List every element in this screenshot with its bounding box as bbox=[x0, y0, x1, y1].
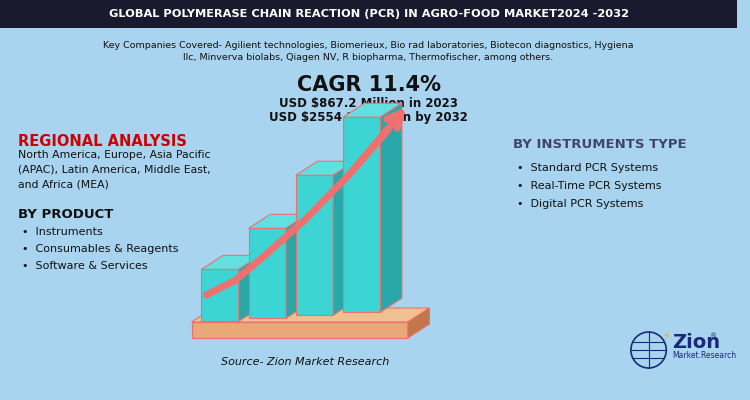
Polygon shape bbox=[248, 214, 308, 228]
Polygon shape bbox=[238, 255, 260, 321]
Polygon shape bbox=[202, 269, 238, 321]
Text: BY INSTRUMENTS TYPE: BY INSTRUMENTS TYPE bbox=[513, 138, 686, 152]
Polygon shape bbox=[248, 228, 286, 318]
Text: Source- Zion Market Research: Source- Zion Market Research bbox=[220, 357, 388, 367]
Polygon shape bbox=[343, 117, 380, 312]
Polygon shape bbox=[296, 161, 355, 175]
Text: •  Software & Services: • Software & Services bbox=[22, 261, 147, 271]
Text: North America, Europe, Asia Pacific
(APAC), Latin America, Middle East,
and Afri: North America, Europe, Asia Pacific (APA… bbox=[18, 150, 210, 190]
Text: •  Standard PCR Systems: • Standard PCR Systems bbox=[517, 163, 658, 173]
Polygon shape bbox=[408, 308, 430, 338]
Text: GLOBAL POLYMERASE CHAIN REACTION (PCR) IN AGRO-FOOD MARKET2024 -2032: GLOBAL POLYMERASE CHAIN REACTION (PCR) I… bbox=[109, 9, 628, 19]
Text: REGIONAL ANALYSIS: REGIONAL ANALYSIS bbox=[18, 134, 187, 150]
Text: •  Consumables & Reagents: • Consumables & Reagents bbox=[22, 244, 178, 254]
Text: BY PRODUCT: BY PRODUCT bbox=[18, 208, 113, 222]
Polygon shape bbox=[343, 103, 402, 117]
Text: ®: ® bbox=[710, 333, 717, 339]
Text: •  Digital PCR Systems: • Digital PCR Systems bbox=[517, 199, 644, 209]
Text: •  Instruments: • Instruments bbox=[22, 227, 102, 237]
FancyBboxPatch shape bbox=[0, 0, 737, 28]
Text: USD $2554.22 Million by 2032: USD $2554.22 Million by 2032 bbox=[269, 110, 468, 124]
Text: CAGR 11.4%: CAGR 11.4% bbox=[296, 75, 440, 95]
Polygon shape bbox=[192, 322, 408, 338]
Text: ⚡: ⚡ bbox=[662, 332, 670, 342]
Polygon shape bbox=[202, 255, 260, 269]
Polygon shape bbox=[296, 175, 333, 315]
Text: •  Real-Time PCR Systems: • Real-Time PCR Systems bbox=[517, 181, 662, 191]
Polygon shape bbox=[333, 161, 355, 315]
Text: Key Companies Covered- Agilient technologies, Biomerieux, Bio rad laboratories, : Key Companies Covered- Agilient technolo… bbox=[104, 42, 634, 50]
Text: llc, Minverva biolabs, Qiagen NV, R biopharma, Thermofischer, among others.: llc, Minverva biolabs, Qiagen NV, R biop… bbox=[184, 54, 554, 62]
Text: USD $867.2 Million in 2023: USD $867.2 Million in 2023 bbox=[279, 96, 458, 110]
Polygon shape bbox=[192, 308, 430, 322]
Text: Market.Research: Market.Research bbox=[672, 352, 736, 360]
Polygon shape bbox=[380, 103, 402, 312]
Text: Zion: Zion bbox=[672, 332, 720, 352]
Polygon shape bbox=[286, 214, 308, 318]
